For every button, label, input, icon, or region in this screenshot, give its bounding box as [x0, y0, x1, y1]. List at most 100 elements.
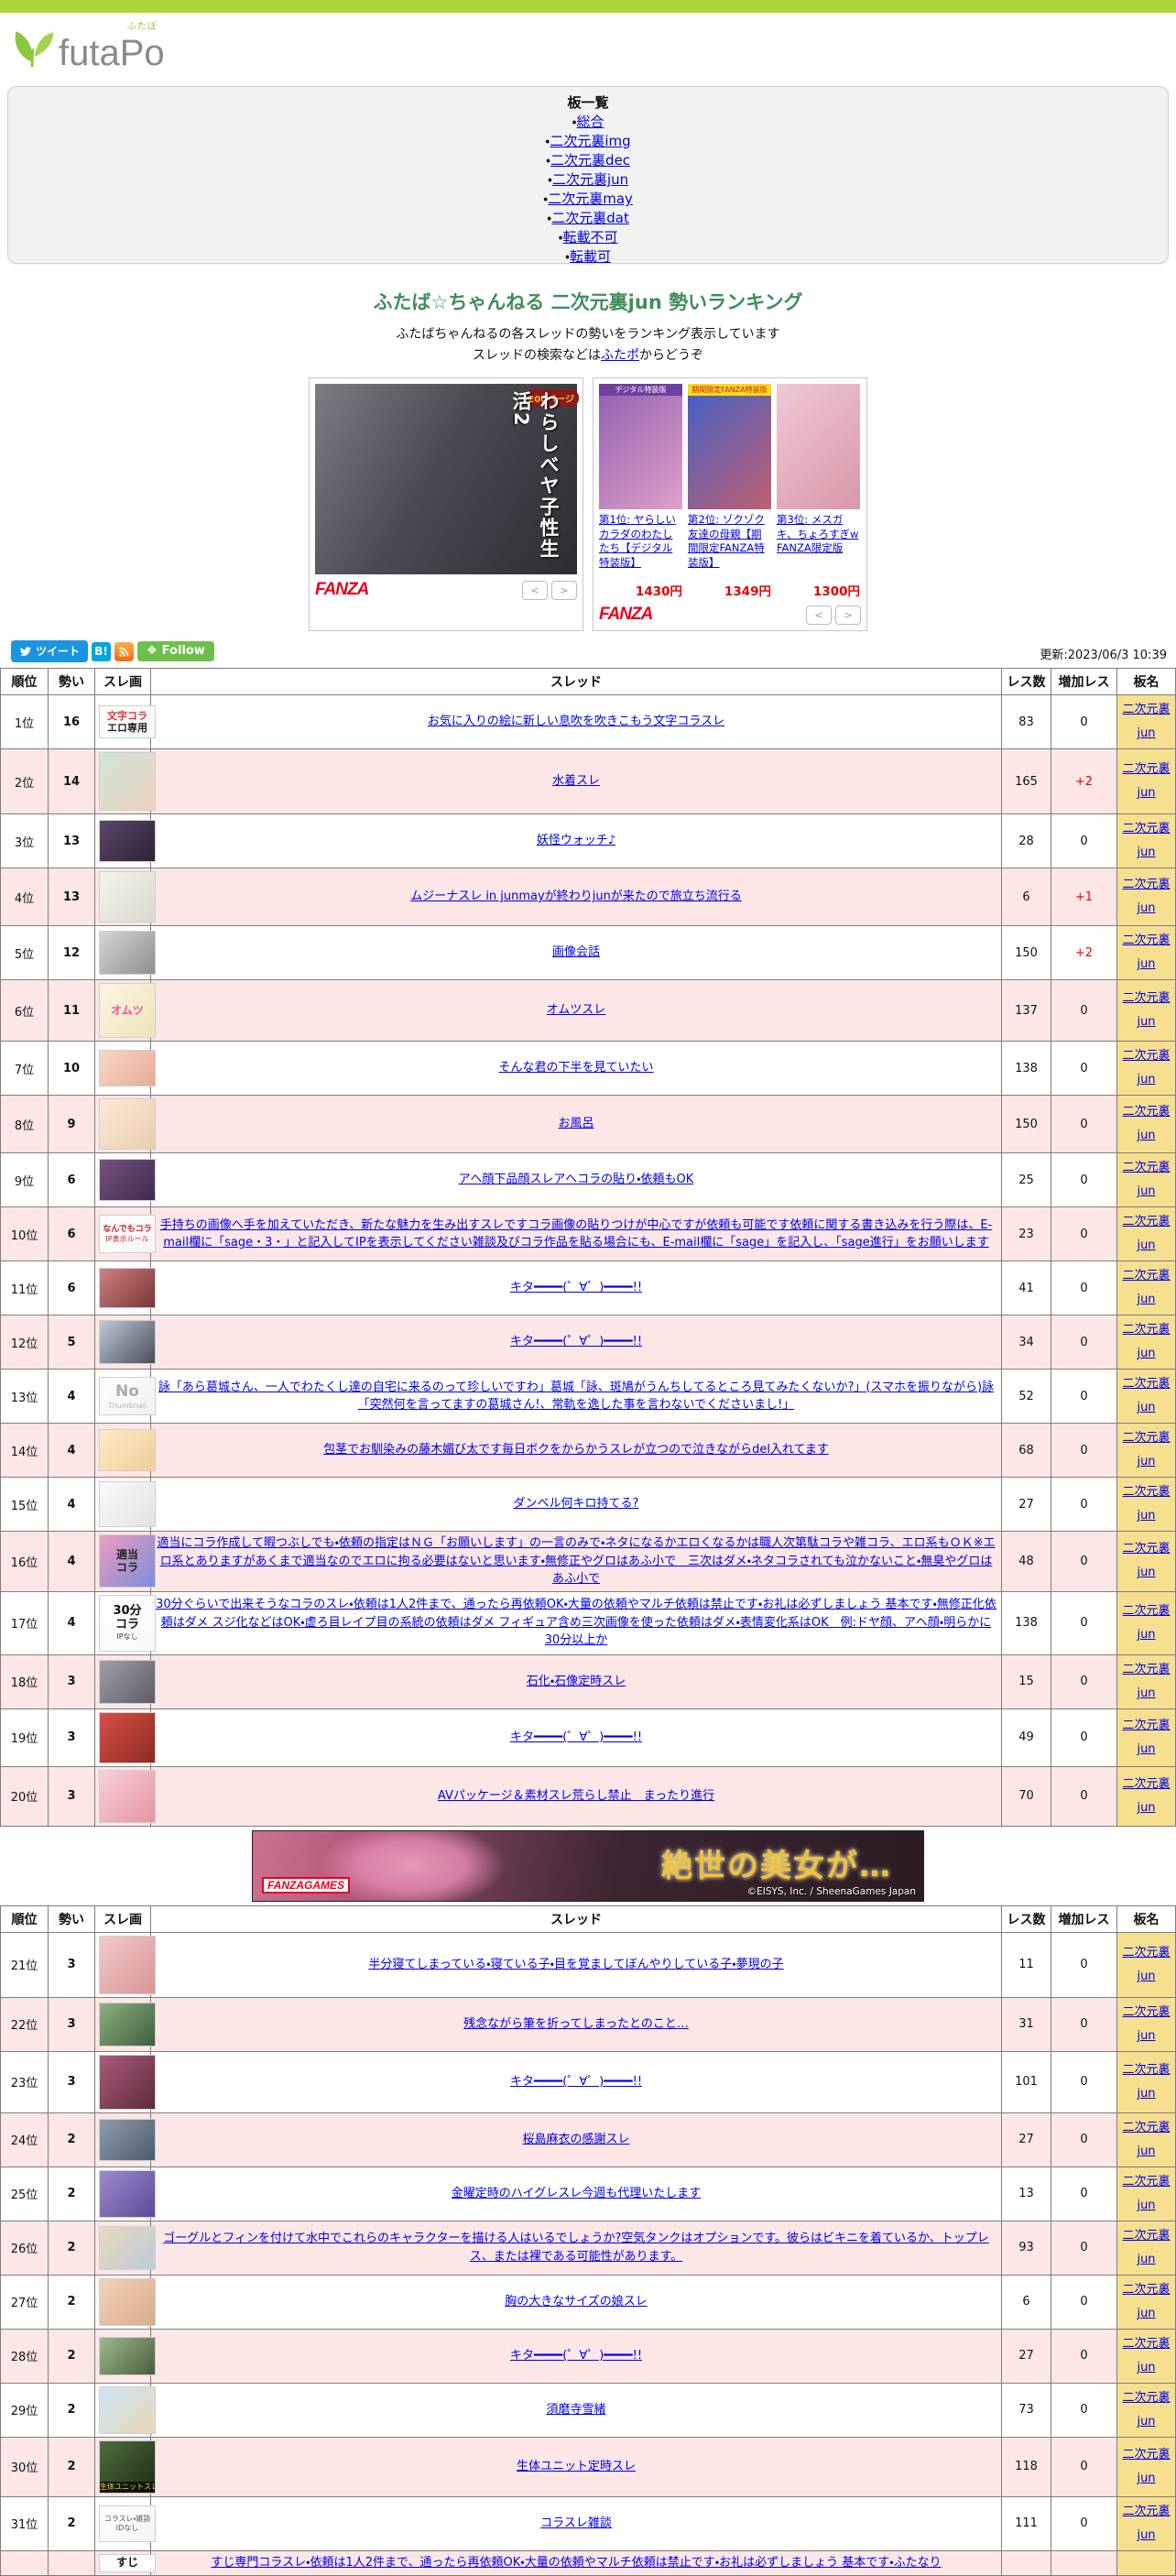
thread-link[interactable]: 画像会話 [551, 945, 600, 960]
thread-thumbnail[interactable] [99, 2277, 156, 2326]
board-link[interactable]: 二次元裏jun [1122, 1323, 1171, 1361]
thread-link[interactable]: そんな君の下半を見ていたい [498, 1061, 654, 1075]
tweet-button[interactable]: ツイート [11, 640, 89, 663]
board-link[interactable]: 二次元裏jun [1122, 1662, 1171, 1700]
thread-link[interactable]: 生体ユニット定時スレ [516, 2459, 636, 2473]
fanza-logo[interactable]: FANZA [315, 580, 369, 600]
thread-thumbnail[interactable] [99, 2054, 156, 2110]
board-list-link[interactable]: 転載不可 [562, 229, 618, 246]
thread-thumbnail[interactable]: 文字コラ エロ専用 [99, 705, 156, 739]
board-list-link[interactable]: 二次元裏jun [551, 171, 629, 188]
thread-thumbnail[interactable] [99, 1098, 156, 1151]
ad-next-button[interactable]: > [835, 605, 861, 625]
thread-thumbnail[interactable] [99, 2225, 156, 2270]
site-logo[interactable]: futaPo ふたぽ [11, 22, 165, 71]
board-link[interactable]: 二次元裏jun [1122, 1776, 1171, 1815]
thread-link[interactable]: コラスレ雑談 [540, 2516, 612, 2530]
thread-link[interactable]: 残念ながら筆を折ってしまったとのこと… [463, 2016, 689, 2031]
board-list-link[interactable]: 二次元裏dat [551, 210, 629, 226]
board-link[interactable]: 二次元裏jun [1122, 2120, 1171, 2158]
board-link[interactable]: 二次元裏jun [1122, 2004, 1171, 2043]
board-link[interactable]: 二次元裏jun [1122, 2390, 1171, 2429]
thread-link[interactable]: 手持ちの画像へ手を加えていただき、新たな魅力を生み出すスレですコラ画像の貼りつけ… [159, 1217, 993, 1250]
thread-link[interactable]: アヘ顔下品顔スレアヘコラの貼り・依頼もOK [458, 1173, 694, 1187]
ad-product-link[interactable]: 第2位: ゾクゾク友達の母親【期間限定FANZA特装版】 [688, 513, 765, 569]
board-link[interactable]: 二次元裏jun [1122, 2228, 1171, 2266]
thread-link[interactable]: AVパッケージ＆素材スレ荒らし禁止 まったり進行 [437, 1788, 715, 1803]
ad-hero-image[interactable]: 200ページ わらしべヤ子性生活2 [315, 384, 579, 575]
thread-thumbnail[interactable] [99, 1481, 156, 1528]
board-link[interactable]: 二次元裏jun [1122, 1718, 1171, 1756]
board-link[interactable]: 二次元裏jun [1122, 878, 1171, 916]
board-list-link[interactable]: 二次元裏dec [550, 152, 631, 169]
thread-thumbnail[interactable]: 30分コラ IPなし [99, 1594, 156, 1652]
board-link[interactable]: 二次元裏jun [1122, 1049, 1171, 1087]
board-link[interactable]: 二次元裏jun [1122, 2174, 1171, 2212]
board-list-link[interactable]: 総合 [576, 114, 604, 130]
board-link[interactable]: 二次元裏jun [1122, 1377, 1171, 1415]
ad-next-button[interactable]: > [551, 580, 577, 600]
board-list-link[interactable]: 二次元裏img [550, 133, 631, 149]
thread-thumbnail[interactable]: すじ [99, 2553, 156, 2572]
thread-link[interactable]: 水着スレ [551, 774, 600, 789]
ad-product-image[interactable]: デジタル特装版 [599, 384, 682, 510]
thread-thumbnail[interactable] [99, 1769, 156, 1823]
thread-link[interactable]: キタ━━━━(゜∀゜)━━━━!! [509, 1281, 643, 1295]
thread-link[interactable]: ダンベル何キロ持てる? [513, 1497, 639, 1512]
board-link[interactable]: 二次元裏jun [1122, 1945, 1171, 1983]
board-link[interactable]: 二次元裏jun [1122, 1161, 1171, 1199]
thread-link[interactable]: 適当にコラ作成して暇つぶしでも・依頼の指定はＮＧ「お願いします」の一言のみで・ネ… [157, 1536, 996, 1587]
board-link[interactable]: 二次元裏jun [1122, 2062, 1171, 2101]
board-link[interactable]: 二次元裏jun [1122, 1105, 1171, 1143]
thread-link[interactable]: 須磨寺雪緒 [546, 2402, 606, 2417]
board-list-link[interactable]: 転載可 [570, 248, 612, 264]
thread-thumbnail[interactable] [99, 1935, 156, 1994]
ad-product-link[interactable]: 第1位: ヤらしいカラダのわたしたち【デジタル特装版】 [599, 513, 676, 569]
thread-thumbnail[interactable] [99, 2385, 156, 2434]
thread-thumbnail[interactable]: 適当コラ [99, 1534, 156, 1588]
board-link[interactable]: 二次元裏jun [1122, 1431, 1171, 1469]
board-link[interactable]: 二次元裏jun [1122, 2504, 1171, 2542]
ad-banner-fanza-games[interactable]: 絶世の美女が… FANZAGAMES ©EISYS, Inc. / Sheena… [252, 1829, 924, 1902]
thread-thumbnail[interactable] [99, 1268, 156, 1309]
thread-thumbnail[interactable]: 生体ユニットスレ [99, 2440, 156, 2494]
board-link[interactable]: 二次元裏jun [1122, 991, 1171, 1030]
fanza-logo[interactable]: FANZA [599, 605, 653, 625]
thread-thumbnail[interactable] [99, 2002, 156, 2047]
thread-link[interactable]: オムツスレ [546, 1003, 606, 1018]
thread-thumbnail[interactable] [99, 1050, 156, 1087]
board-link[interactable]: 二次元裏jun [1122, 822, 1171, 860]
thread-thumbnail[interactable]: オムツ [99, 983, 156, 1039]
thread-thumbnail[interactable] [99, 931, 156, 976]
board-link[interactable]: 二次元裏jun [1122, 2447, 1171, 2485]
board-link[interactable]: 二次元裏jun [1122, 1215, 1171, 1253]
board-link[interactable]: 二次元裏jun [1122, 933, 1171, 972]
thread-link[interactable]: キタ━━━━(゜∀゜)━━━━!! [509, 2074, 643, 2089]
thread-thumbnail[interactable] [99, 871, 156, 923]
thread-thumbnail[interactable]: なんでもコラ IP表示ルール [99, 1215, 156, 1254]
board-link[interactable]: 二次元裏jun [1122, 1269, 1171, 1307]
thread-link[interactable]: お風呂 [558, 1117, 594, 1131]
ad-product-image[interactable] [777, 384, 860, 510]
thread-thumbnail[interactable]: コラスレ・雑談 IDなし [99, 2505, 156, 2542]
thread-link[interactable]: 半分寝てしまっている・寝ている子・目を覚ましてぼんやりしている子・夢現の子 [368, 1957, 784, 1971]
thread-link[interactable]: お気に入りの絵に新しい息吹を吹きこもう文字コラスレ [427, 715, 725, 729]
thread-link[interactable]: すじ専門コラスレ・依頼は1人2件まで、通ったら再依頼OK・大量の依頼やマルチ依頼… [211, 2555, 942, 2570]
thread-link[interactable]: 妖怪ウォッチ♪ [536, 834, 616, 848]
ad-product-image[interactable]: 期間限定FANZA特装版 [688, 384, 771, 510]
thread-link[interactable]: 胸の大きなサイズの娘スレ [505, 2294, 648, 2309]
board-list-link[interactable]: 二次元裏may [548, 191, 633, 207]
futapo-link[interactable]: ふたポ [601, 348, 639, 364]
thread-link[interactable]: 金曜定時のハイグレスレ今週も代理いたします [451, 2186, 702, 2200]
thread-thumbnail[interactable] [99, 1320, 156, 1365]
thread-thumbnail[interactable]: No Thumbnail [99, 1377, 156, 1416]
thread-thumbnail[interactable] [99, 1429, 156, 1472]
board-link[interactable]: 二次元裏jun [1122, 1542, 1171, 1580]
board-link[interactable]: 二次元裏jun [1122, 1485, 1171, 1523]
thread-link[interactable]: 30分ぐらいで出来そうなコラのスレ・依頼は1人2件まで、通ったら再依頼OK・大量… [156, 1598, 996, 1648]
thread-link[interactable]: ムジーナスレ in junmayが終わりjunが来たので旅立ち流行る [410, 890, 742, 904]
ad-prev-button[interactable]: < [806, 605, 832, 625]
thread-thumbnail[interactable] [99, 752, 156, 812]
thread-link[interactable]: 詠「あら葛城さん、一人でわたくし達の自宅に来るのって珍しいですわ」葛城「詠、斑鳩… [158, 1380, 995, 1413]
thread-link[interactable]: キタ━━━━(゜∀゜)━━━━!! [509, 1335, 643, 1349]
